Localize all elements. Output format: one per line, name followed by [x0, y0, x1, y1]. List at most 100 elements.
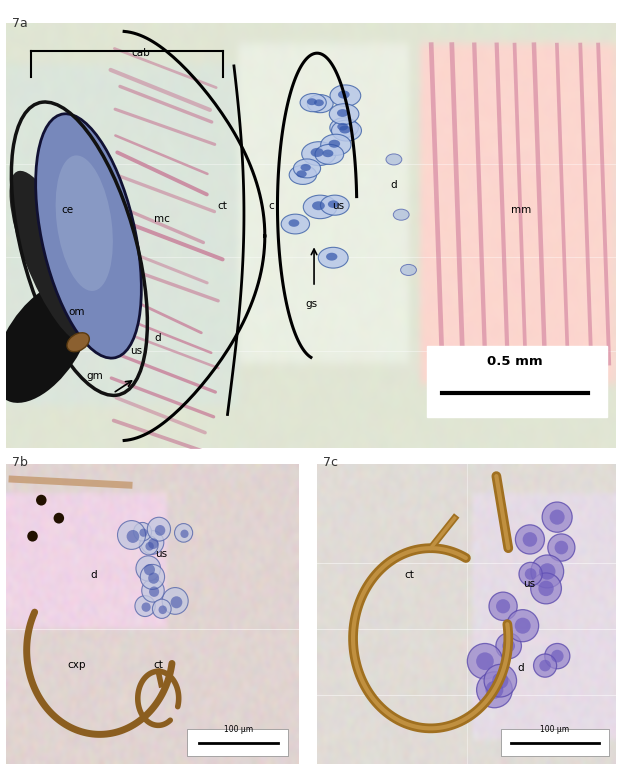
Circle shape [142, 602, 151, 612]
Circle shape [159, 605, 167, 614]
Circle shape [296, 170, 307, 178]
Circle shape [476, 672, 513, 707]
Text: ct: ct [153, 661, 163, 670]
Ellipse shape [35, 114, 141, 358]
Circle shape [519, 562, 542, 586]
Circle shape [307, 94, 333, 112]
Ellipse shape [0, 282, 91, 403]
Circle shape [539, 580, 554, 596]
Text: us: us [155, 549, 167, 559]
Circle shape [281, 215, 310, 234]
Circle shape [401, 264, 417, 275]
Text: 7c: 7c [323, 456, 338, 470]
Circle shape [548, 534, 575, 561]
Text: cab: cab [131, 48, 150, 58]
Circle shape [486, 681, 503, 699]
Circle shape [337, 123, 348, 130]
Circle shape [294, 159, 320, 178]
Text: d: d [517, 663, 524, 673]
Circle shape [516, 525, 544, 554]
Circle shape [320, 195, 349, 215]
Circle shape [312, 201, 325, 210]
Circle shape [136, 556, 160, 581]
Circle shape [476, 652, 494, 670]
Circle shape [139, 536, 158, 555]
Text: d: d [154, 333, 160, 343]
Circle shape [550, 509, 565, 525]
Circle shape [502, 640, 515, 652]
Circle shape [135, 596, 156, 616]
Circle shape [148, 538, 159, 549]
Circle shape [141, 530, 164, 555]
Circle shape [545, 644, 570, 668]
Circle shape [484, 665, 517, 697]
Text: d: d [91, 570, 97, 580]
Circle shape [141, 565, 165, 590]
Text: 0.5 mm: 0.5 mm [488, 355, 543, 367]
Ellipse shape [9, 171, 95, 343]
Circle shape [332, 120, 361, 141]
Circle shape [531, 573, 562, 604]
Text: ct: ct [218, 201, 228, 211]
Circle shape [170, 596, 182, 608]
Circle shape [534, 654, 557, 677]
Circle shape [289, 219, 299, 227]
FancyBboxPatch shape [187, 729, 288, 757]
Circle shape [314, 99, 324, 106]
Circle shape [162, 587, 188, 615]
Text: ct: ct [405, 570, 415, 580]
Circle shape [118, 520, 146, 549]
Circle shape [147, 517, 170, 541]
Text: 7b: 7b [12, 456, 29, 470]
Text: gs: gs [305, 299, 317, 309]
Circle shape [307, 98, 317, 105]
Circle shape [142, 579, 164, 602]
Circle shape [302, 142, 336, 165]
Text: mc: mc [154, 214, 170, 224]
Text: cxp: cxp [67, 661, 86, 670]
Circle shape [310, 148, 323, 157]
Text: mm: mm [511, 205, 531, 215]
Text: gm: gm [86, 371, 103, 381]
Circle shape [496, 599, 510, 613]
Circle shape [489, 592, 517, 620]
Circle shape [155, 525, 165, 536]
Circle shape [53, 512, 64, 523]
Circle shape [539, 660, 551, 672]
Circle shape [315, 144, 344, 165]
Circle shape [328, 200, 339, 208]
Circle shape [300, 164, 311, 171]
Circle shape [330, 118, 358, 137]
Text: 100 μm: 100 μm [224, 725, 253, 735]
Text: om: om [68, 307, 85, 317]
Circle shape [139, 529, 147, 537]
Circle shape [515, 618, 531, 633]
Circle shape [321, 134, 351, 155]
Text: us: us [130, 346, 142, 356]
Circle shape [27, 530, 38, 541]
Circle shape [329, 104, 359, 124]
Circle shape [328, 140, 340, 147]
Circle shape [525, 568, 536, 580]
Text: d: d [390, 180, 397, 190]
FancyBboxPatch shape [427, 346, 606, 417]
Circle shape [496, 633, 521, 659]
Circle shape [144, 564, 155, 576]
Circle shape [542, 502, 572, 532]
Circle shape [318, 247, 348, 268]
Text: us: us [332, 201, 345, 211]
Circle shape [127, 530, 139, 543]
Circle shape [146, 542, 154, 551]
Circle shape [386, 154, 402, 165]
Circle shape [492, 672, 508, 689]
Circle shape [180, 530, 188, 538]
Circle shape [175, 523, 193, 542]
Circle shape [522, 532, 537, 547]
Text: ce: ce [61, 205, 73, 215]
Circle shape [507, 610, 539, 642]
Text: 7a: 7a [12, 17, 28, 30]
Circle shape [551, 650, 564, 662]
Circle shape [338, 90, 350, 98]
Circle shape [289, 165, 317, 184]
Circle shape [134, 523, 152, 541]
